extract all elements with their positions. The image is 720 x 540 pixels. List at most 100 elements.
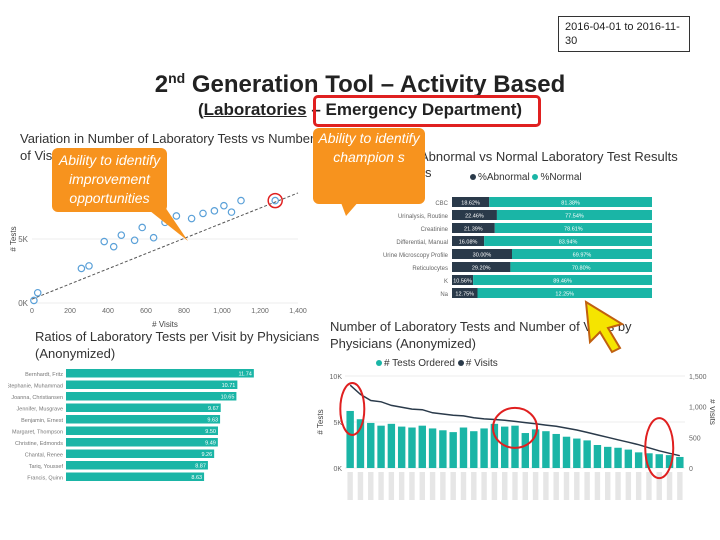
legend-tests: # Tests Ordered xyxy=(384,358,455,369)
combo-category-label xyxy=(574,472,580,500)
combo-category-label xyxy=(522,472,529,500)
combo-category-label xyxy=(594,472,601,500)
combo-category-label xyxy=(419,472,425,500)
combo-category-label xyxy=(450,472,456,500)
scatter-point xyxy=(33,288,42,297)
combo-bar xyxy=(480,428,488,468)
ratios-category-label: Bernhardt, Fritz xyxy=(25,372,63,378)
scatter-point xyxy=(210,207,219,215)
scatter-point xyxy=(187,214,196,223)
scatter-chart[interactable]: 0K 5K 0 200 400 600 800 1,000 1,200 1,400 # Visits… xyxy=(8,165,308,335)
combo-category-label xyxy=(501,472,508,500)
legend-tests-dot xyxy=(376,360,382,367)
ratios-category-label: Stephanie, Muhammad xyxy=(8,384,63,390)
abnormal-value-label: 18.62% xyxy=(461,201,480,207)
abnormal-value-label: 22.46% xyxy=(465,214,484,220)
abnormal-value-label: 21.39% xyxy=(464,227,483,233)
combo-bar xyxy=(490,423,499,468)
scatter-xtick: 800 xyxy=(178,308,190,315)
title-rest: Generation Tool – Activity Based xyxy=(185,71,566,98)
combo-bar xyxy=(531,429,540,468)
normal-bar xyxy=(496,210,652,220)
date-range: 2016-04-01 to 2016-11-30 xyxy=(558,16,690,52)
normal-value-label: 81.38% xyxy=(561,201,580,207)
abnormal-value-label: 29.20% xyxy=(472,266,491,272)
combo-bar xyxy=(408,427,416,468)
ratios-category-label: Jennifer, Musgrave xyxy=(17,407,63,413)
cursor-arrow-icon xyxy=(584,300,625,354)
abnormal-bar xyxy=(452,262,511,272)
abnormal-category-label: Creatinine xyxy=(421,227,449,233)
abnormal-title: Abnormal vs Normal Laboratory Test Resul… xyxy=(420,148,710,165)
normal-value-label: 83.94% xyxy=(559,240,578,246)
combo-ytick-left: 0K xyxy=(333,466,342,473)
normal-value-label: 12.25% xyxy=(555,292,574,298)
normal-bar xyxy=(489,197,652,207)
ratios-value-label: 9.67 xyxy=(208,406,219,412)
abnormal-category-label: CBC xyxy=(435,201,448,207)
ratios-value-label: 10.65 xyxy=(221,395,235,401)
scatter-point xyxy=(30,296,38,305)
legend-visits: # Visits xyxy=(465,358,498,369)
subtitle-ed: Emergency Department xyxy=(325,100,517,119)
combo-category-label xyxy=(409,472,415,500)
subtitle-close: ) xyxy=(516,100,523,119)
combo-bar xyxy=(449,432,457,468)
combo-bar xyxy=(470,431,478,468)
combo-category-label xyxy=(615,472,621,500)
callout-champions: Ability to identify champion s xyxy=(313,128,425,204)
combo-bar xyxy=(665,455,674,468)
callout-improvement-pointer xyxy=(145,207,188,241)
combo-bar xyxy=(418,425,426,468)
ratios-value-label: 8.63 xyxy=(191,475,202,481)
legend-abnormal-dot xyxy=(470,174,476,181)
combo-bar xyxy=(428,428,437,468)
combo-category-label xyxy=(656,472,662,500)
scatter-point xyxy=(149,233,158,242)
scatter-xtick: 1,000 xyxy=(213,308,231,315)
abnormal-value-label: 16.08% xyxy=(459,240,478,246)
normal-value-label: 77.54% xyxy=(565,214,584,220)
ratios-value-label: 9.63 xyxy=(207,418,218,424)
scatter-xlabel: # Visits xyxy=(152,320,178,329)
scatter-xtick: 1,400 xyxy=(289,308,307,315)
combo-bar xyxy=(604,446,612,468)
combo-ytick-right: 500 xyxy=(689,435,701,442)
ratios-chart[interactable]: Bernhardt, Fritz 11.74 Stephanie, Muhammad… xyxy=(8,365,298,535)
combo-ytick-left: 5K xyxy=(333,420,342,427)
combo-chart[interactable]: 0K 5K 10K 0 500 1,000 1,500 # Tests # Visits xyxy=(315,368,715,538)
combo-visits-line xyxy=(349,384,680,457)
scatter-outlier-highlight xyxy=(267,192,283,209)
ratios-bar xyxy=(66,369,254,378)
combo-ylabel-right: # Visits xyxy=(708,399,715,425)
combo-legend: # Tests Ordered # Visits xyxy=(376,358,498,369)
combo-bar xyxy=(562,436,571,468)
scatter-point xyxy=(199,209,207,218)
combo-category-label xyxy=(584,472,590,500)
ratios-bar xyxy=(66,426,218,435)
ratios-value-label: 8.87 xyxy=(195,464,206,470)
ratios-category-label: Joanna, Christiansen xyxy=(11,395,63,401)
abnormal-chart[interactable]: CBC 18.62% 81.38% Urinalysis, Routine 22.46%… xyxy=(360,195,660,310)
ratios-bar xyxy=(66,380,238,389)
combo-category-label xyxy=(429,472,436,500)
abnormal-value-label: 10.56% xyxy=(453,279,472,285)
ratios-category-label: Margaret, Thompson xyxy=(12,430,63,436)
combo-bar xyxy=(552,433,560,468)
scatter-xtick: 400 xyxy=(102,308,114,315)
combo-category-label xyxy=(378,472,384,500)
page-title: 2nd Generation Tool – Activity Based xyxy=(0,70,720,99)
abnormal-category-label: Na xyxy=(440,292,448,298)
legend-normal-dot xyxy=(532,174,539,181)
abnormal-title-suffix: s xyxy=(425,165,432,180)
scatter-point xyxy=(227,208,236,216)
ratios-bar xyxy=(66,392,237,401)
scatter-xtick: 1,200 xyxy=(251,308,269,315)
combo-category-label xyxy=(677,472,683,500)
legend-normal: %Normal xyxy=(540,172,582,183)
combo-ytick-right: 1,500 xyxy=(689,374,707,381)
combo-category-label xyxy=(471,472,477,500)
combo-bar xyxy=(542,431,550,468)
scatter-point xyxy=(77,264,86,273)
ratios-category-label: Benjamin, Ernest xyxy=(21,418,63,424)
